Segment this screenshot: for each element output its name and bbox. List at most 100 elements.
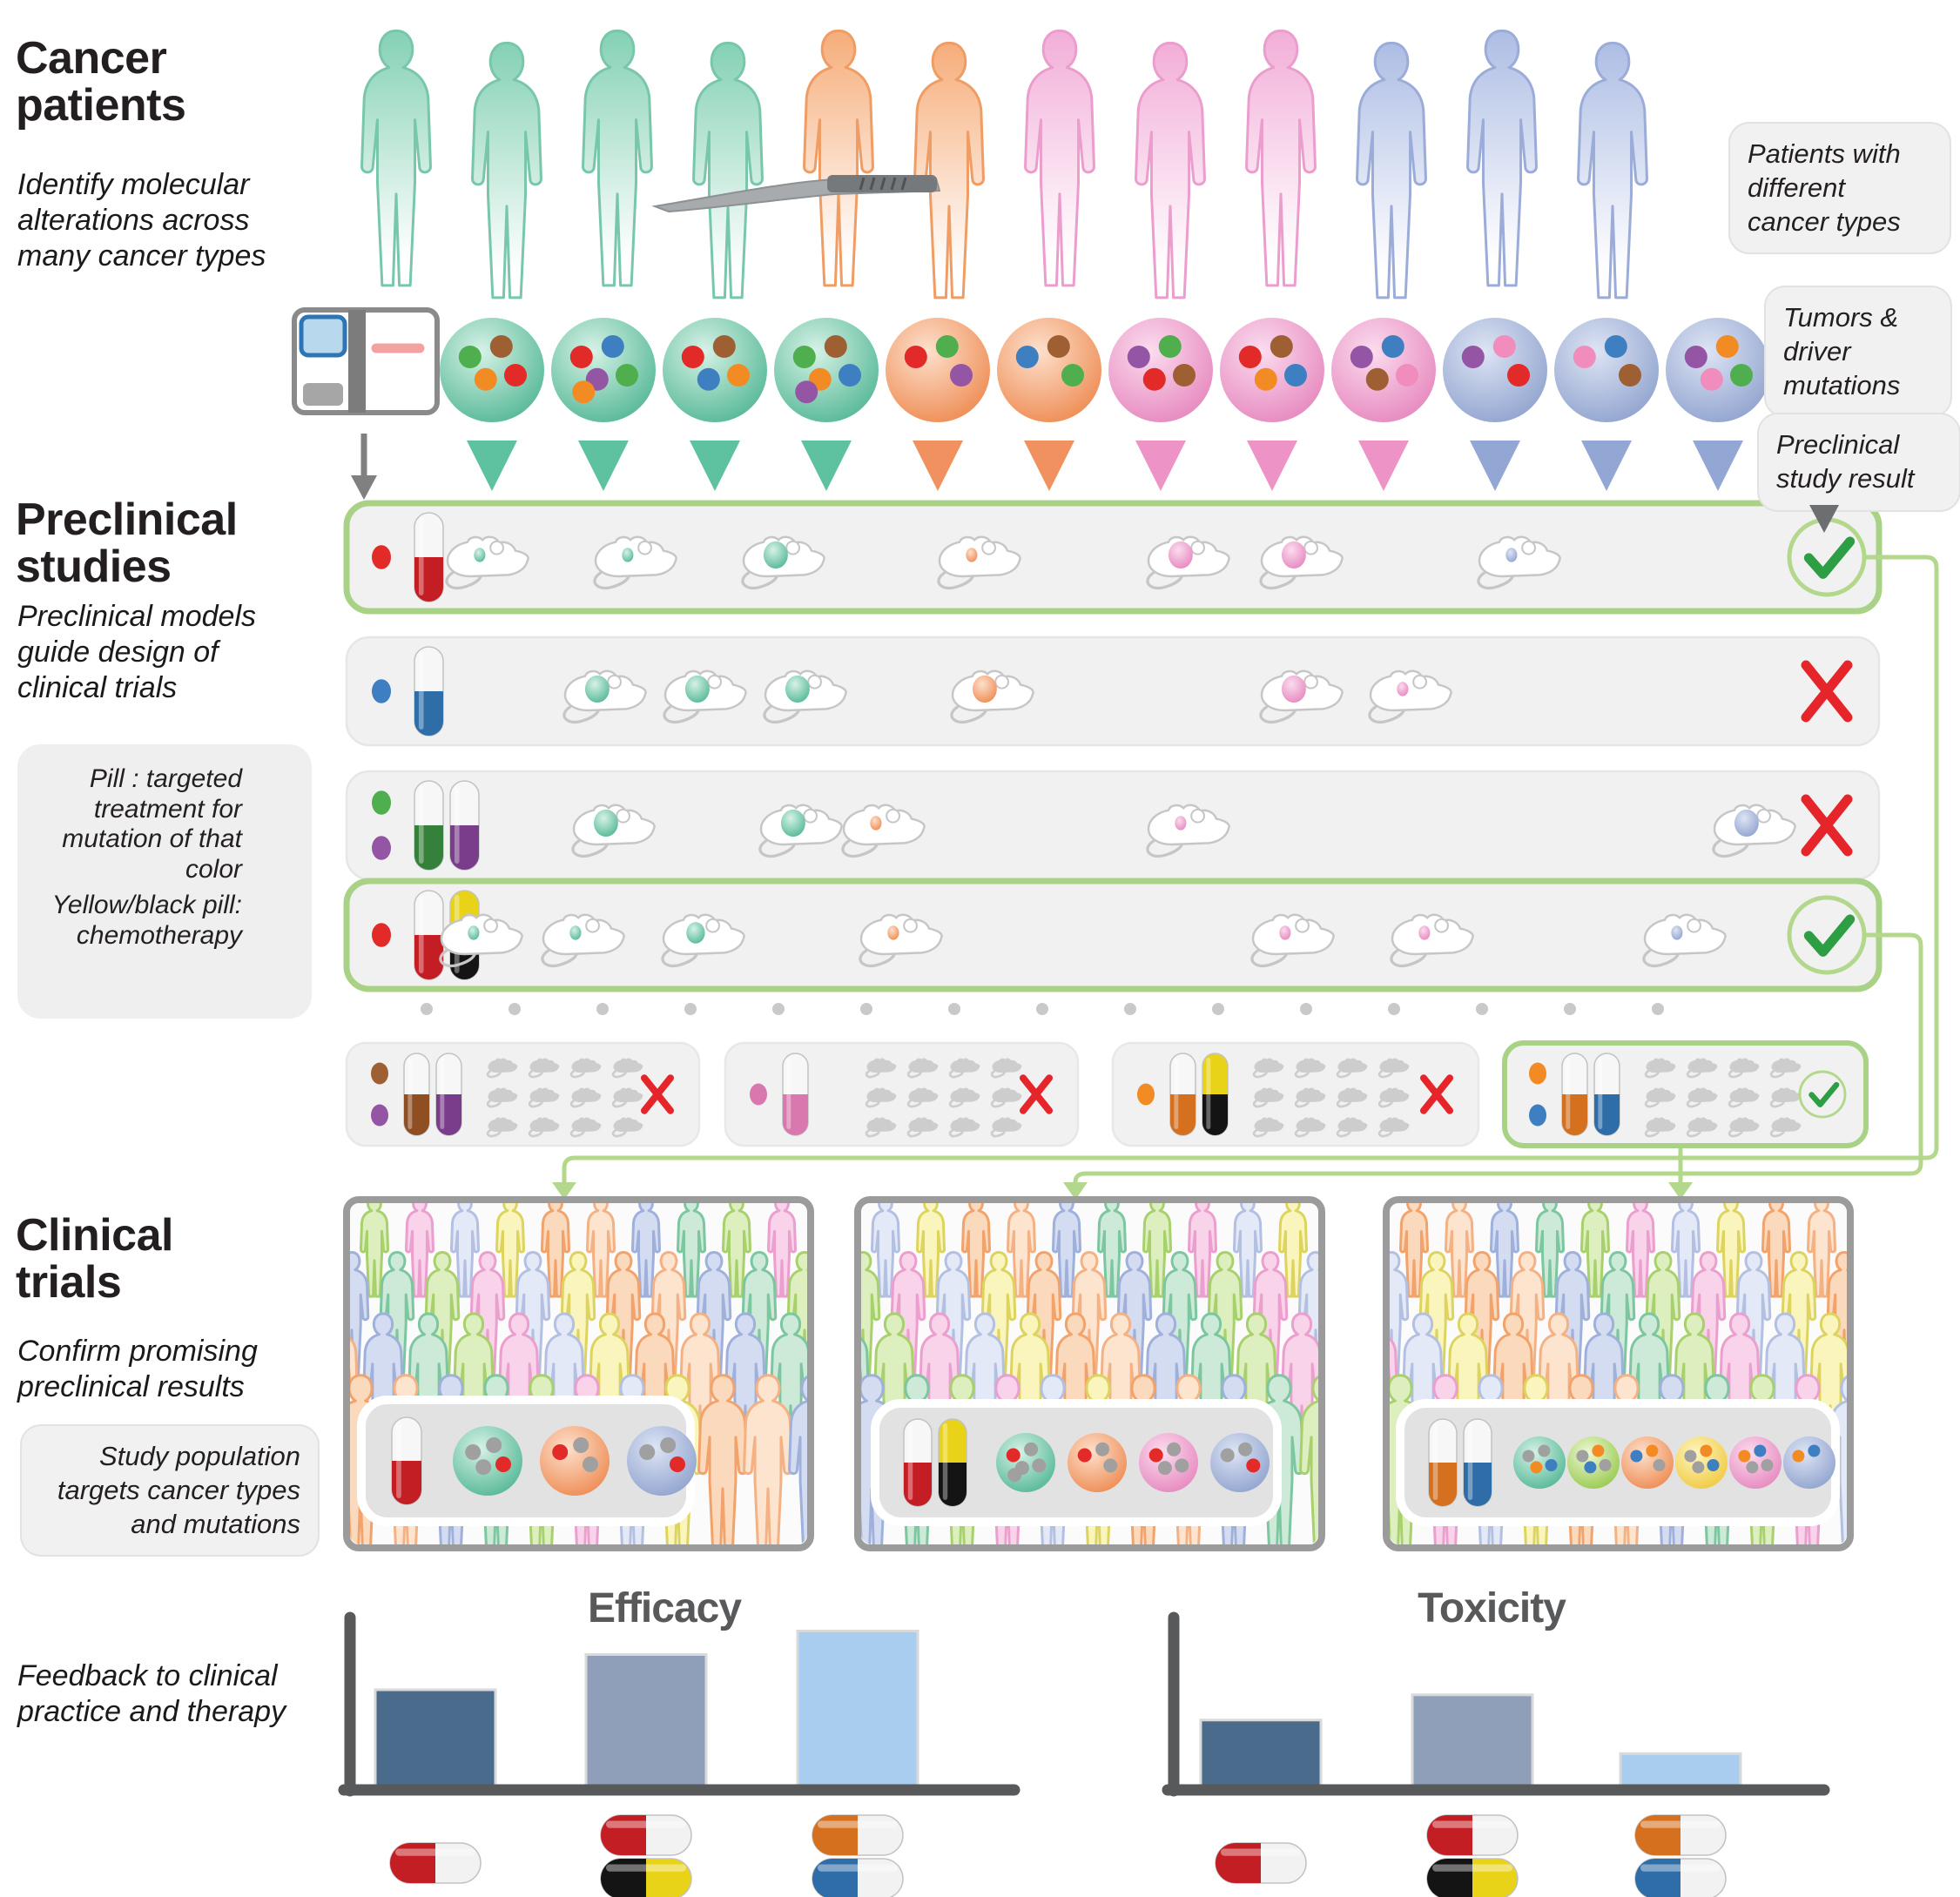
- person-figure: [1142, 1203, 1173, 1298]
- tumor-cell: [1443, 318, 1547, 422]
- person-figure: [1715, 1203, 1747, 1298]
- flow-triangle-icon: [913, 441, 963, 491]
- person-figure: [1245, 29, 1317, 287]
- person-figure: [1735, 1251, 1772, 1376]
- mouse-cohort-icon: [1336, 1058, 1368, 1079]
- callout-tumors-driver-mutations: Tumors & driver mutations: [1764, 286, 1952, 419]
- bar: [1199, 1719, 1323, 1787]
- person-figure: [1645, 1251, 1681, 1376]
- mouse-cohort-icon: [1294, 1117, 1326, 1138]
- mouse-model: [1642, 913, 1727, 968]
- mutation-dot-gray: [573, 1437, 589, 1453]
- mutation-dot-brown: [371, 1062, 388, 1085]
- person-figure: [359, 1203, 390, 1298]
- tumor-cell: [1783, 1436, 1835, 1489]
- mutation-dot-gray: [1761, 1459, 1774, 1471]
- mouse-cohort-icon: [1644, 1117, 1676, 1138]
- person-figure: [743, 1374, 793, 1544]
- sequencer-icon: [292, 307, 440, 415]
- mouse-model: [541, 913, 625, 968]
- person-figure: [404, 1203, 435, 1298]
- tumor-cell: [996, 1433, 1055, 1492]
- person-figure: [1898, 1196, 1925, 1296]
- tumor-cell: [1666, 318, 1770, 422]
- person-figure: [721, 1203, 752, 1298]
- mouse-cohort-icon: [1252, 1087, 1284, 1108]
- mutation-dot-red: [1238, 346, 1262, 368]
- person-figure: [676, 1203, 707, 1298]
- bar: [374, 1688, 497, 1787]
- tumor-cell: [1513, 1436, 1566, 1489]
- mutation-dot-green: [1158, 335, 1182, 358]
- person-figure: [741, 1251, 778, 1376]
- capsule-red-icon: [1215, 1842, 1307, 1884]
- mouse-tumor: [785, 675, 810, 703]
- mouse-model: [1390, 913, 1474, 968]
- mouse-tumor: [780, 809, 805, 838]
- mouse-cohort-icon: [1728, 1087, 1760, 1108]
- mutation-dot-gray: [1746, 1461, 1759, 1474]
- mouse-cohort-icon: [1769, 1087, 1802, 1108]
- person-figure: [1024, 29, 1095, 287]
- mouse-cohort-icon: [611, 1058, 643, 1079]
- connector-lines: [552, 555, 1939, 1200]
- mouse-cohort-icon: [486, 1058, 518, 1079]
- flow-triangle-icon: [1358, 441, 1409, 491]
- mutation-dot-gray: [1238, 1442, 1253, 1456]
- person-figure: [1328, 1314, 1367, 1457]
- person-figure: [915, 1203, 946, 1298]
- flow-triangle-icon: [1024, 441, 1074, 491]
- person-figure: [560, 1251, 596, 1376]
- mouse-model: [445, 535, 529, 590]
- capsule-red-icon: [1426, 1814, 1519, 1856]
- mouse-cohort-icon: [948, 1058, 980, 1079]
- mouse-cohort-icon: [1336, 1117, 1368, 1138]
- person-figure: [1299, 1374, 1318, 1544]
- mutation-dot-blue: [1630, 1450, 1643, 1463]
- mutation-dot-blue: [1545, 1459, 1558, 1471]
- mutation-dot-blue: [1015, 346, 1039, 368]
- mouse-tumor: [1168, 541, 1193, 569]
- bar-chart-toxicity: [1162, 1611, 1830, 1897]
- mouse-cohort-icon: [865, 1087, 897, 1108]
- mouse-cohort-icon: [486, 1087, 518, 1108]
- preclinical-study-panel: [345, 1041, 701, 1147]
- mouse-cohort-icon: [528, 1117, 560, 1138]
- person-figure: [861, 1251, 881, 1376]
- mouse-model: [950, 669, 1034, 724]
- mouse-tumor: [763, 541, 788, 569]
- person-figure: [826, 1196, 853, 1296]
- chart-title-toxicity: Toxicity: [1418, 1585, 1566, 1631]
- mouse-cohort-icon: [906, 1117, 939, 1138]
- person-figure: [1873, 1253, 1906, 1374]
- mutation-dot-red: [1507, 364, 1530, 387]
- person-figure: [495, 1203, 526, 1298]
- person-figure: [1579, 1203, 1611, 1298]
- mouse-cohort-icon: [948, 1087, 980, 1108]
- mouse-cohort-icon: [1769, 1117, 1802, 1138]
- preclinical-row: [345, 636, 1881, 747]
- mutation-dot-gray: [1692, 1461, 1705, 1474]
- mutation-dot-blue: [1284, 364, 1307, 387]
- mutation-dot-purple: [1350, 346, 1373, 368]
- mouse-tumor: [593, 809, 618, 838]
- person-figure: [1918, 1253, 1951, 1374]
- mutation-dot-gray: [1538, 1444, 1551, 1457]
- mutation-dot-blue: [697, 367, 720, 391]
- flow-triangle-icon: [467, 441, 517, 491]
- capsule-pinkPill-icon: [782, 1053, 809, 1136]
- mutation-dot-purple: [371, 1104, 388, 1127]
- person-figure: [770, 1312, 807, 1459]
- callout-study-population: Study population targets cancer types an…: [20, 1424, 320, 1557]
- person-figure: [813, 1196, 840, 1296]
- person-figure: [650, 1251, 687, 1376]
- capsule-orange-icon: [1561, 1053, 1588, 1136]
- tumor-cell: [1210, 1433, 1270, 1492]
- mutation-dot-orange: [1530, 1461, 1543, 1474]
- mutation-dot-gray: [639, 1444, 656, 1460]
- mouse-tumor: [887, 925, 899, 940]
- mouse-cohort-icon: [1377, 1117, 1410, 1138]
- mutation-dot-gray: [1599, 1459, 1612, 1471]
- capsule-purple-icon: [449, 780, 480, 871]
- clinical-trial-panel: [343, 1196, 814, 1551]
